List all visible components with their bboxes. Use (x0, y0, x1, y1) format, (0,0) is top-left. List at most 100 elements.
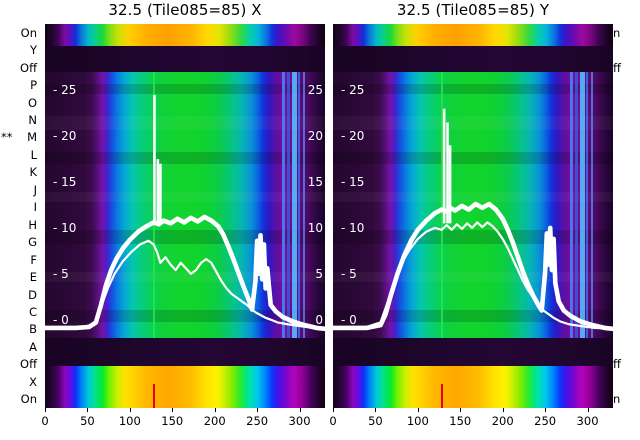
y-tick-label-right-15: 15 (307, 175, 323, 190)
category-label-x-20: X (29, 374, 37, 389)
x-tick-label-250: 250 (246, 414, 269, 428)
x-tick-label-300: 300 (288, 414, 311, 428)
x-tick-label-150: 150 (449, 414, 472, 428)
y-tick-label-left-25: - 25 (53, 83, 77, 98)
y-tick-label-right-10: 10 (307, 220, 323, 235)
data-trace-upper-envelope-thick (333, 201, 613, 332)
red-marker-tick-y (440, 384, 443, 408)
heatmap-panel-y[interactable]: - 0 - 5 - 10 - 15 - 20 - 25 (333, 24, 613, 408)
category-label-y-1: Y (29, 43, 37, 58)
x-tick-label-200: 200 (203, 414, 226, 428)
y-tick-label-left-10: - 10 (341, 220, 365, 235)
category-label-d-15: D (28, 287, 37, 302)
trace-overlay-y (333, 108, 613, 332)
colormap-strip-bottom-y (333, 366, 613, 408)
colormap-strip-dim-upper-x (45, 46, 325, 72)
x-tick-label-200: 200 (491, 414, 514, 428)
x-tick-label-100: 100 (406, 414, 429, 428)
colormap-strip-top-x (45, 24, 325, 46)
category-marker-asterisk: ** (1, 130, 13, 145)
category-label-a-18: A (29, 339, 37, 354)
y-tick-label-left-20: - 20 (53, 129, 77, 144)
category-label-on-21: On (20, 392, 37, 407)
y-tick-label-left-5: - 5 (53, 266, 69, 281)
x-tick-mark-250 (257, 408, 259, 412)
x-tick-mark-150 (460, 408, 462, 412)
band-top-x (45, 24, 325, 46)
category-label-g-12: G (28, 235, 37, 250)
colormap-strip-dim-lower-x (45, 338, 325, 366)
x-tick-mark-200 (214, 408, 216, 412)
y-tick-label-left-20: - 20 (341, 129, 365, 144)
data-trace-upper-envelope-thick (45, 214, 325, 332)
colormap-strip-top-y (333, 24, 613, 46)
category-label-k-8: K (29, 165, 37, 180)
y-tick-label-right-25: 25 (307, 83, 323, 98)
x-tick-label-50: 50 (368, 414, 383, 428)
category-label-p-3: P (30, 78, 37, 93)
category-label-b-17: B (29, 322, 37, 337)
category-label-e-14: E (29, 270, 37, 285)
y-tick-label-right-20: 20 (307, 129, 323, 144)
x-axis-right: 0 50 100 150 200 250 300 (329, 408, 613, 440)
category-label-f-13: F (30, 252, 37, 267)
band-gap-upper-y (333, 46, 613, 72)
category-label-m-6: M (27, 130, 37, 145)
category-label-c-16: C (28, 305, 37, 319)
y-tick-label-left-5: - 5 (341, 266, 357, 281)
x-tick-mark-300 (299, 408, 301, 412)
y-tick-label-right-0: 0 (315, 312, 323, 327)
x-tick-mark-300 (587, 408, 589, 412)
band-bottom-y (333, 366, 613, 408)
x-tick-mark-50 (375, 408, 377, 412)
category-label-o-4: O (27, 95, 37, 110)
x-tick-label-150: 150 (161, 414, 184, 428)
y-tick-label-right-5: 5 (315, 266, 323, 281)
category-label-n-5: N (28, 113, 37, 127)
x-tick-label-0: 0 (329, 414, 337, 428)
category-label-off-19: Off (20, 357, 37, 372)
x-tick-mark-100 (417, 408, 419, 412)
category-label-h-11: H (28, 217, 37, 232)
x-tick-label-50: 50 (80, 414, 95, 428)
y-tick-label-left-15: - 15 (341, 175, 365, 190)
y-tick-label-left-0: - 0 (341, 312, 357, 327)
y-tick-label-left-0: - 0 (53, 312, 69, 327)
x-tick-label-250: 250 (534, 414, 557, 428)
x-tick-mark-150 (172, 408, 174, 412)
x-tick-label-300: 300 (576, 414, 599, 428)
category-label-l-7: L (30, 147, 37, 162)
x-tick-mark-50 (87, 408, 89, 412)
category-label-off-2: Off (20, 60, 37, 75)
band-gap-upper-x (45, 46, 325, 72)
data-trace-lower-trace-thin (333, 221, 613, 330)
category-label-i-10: I (33, 200, 37, 215)
x-tick-mark-100 (129, 408, 131, 412)
x-tick-mark-0 (333, 408, 334, 412)
category-label-j-9: J (33, 182, 37, 197)
x-axis-left: 0 50 100 150 200 250 300 (41, 408, 325, 440)
panel-title-x: 32.5 (Tile085=85) X (108, 1, 262, 19)
colormap-strip-bottom-x (45, 366, 325, 408)
y-tick-label-left-25: - 25 (341, 83, 365, 98)
x-tick-mark-200 (502, 408, 504, 412)
trace-overlay-x (45, 94, 325, 332)
band-gap-lower-x (45, 338, 325, 366)
y-tick-label-left-10: - 10 (53, 220, 77, 235)
category-axis-left: On Y Off P O N M ** L K J I H G F E D C B A Off X On (0, 24, 40, 408)
red-marker-tick-x (152, 384, 155, 408)
band-bottom-x (45, 366, 325, 408)
band-gap-lower-y (333, 338, 613, 366)
y-tick-label-left-15: - 15 (53, 175, 77, 190)
x-tick-mark-0 (45, 408, 46, 412)
x-tick-label-100: 100 (118, 414, 141, 428)
heatmap-panel-x[interactable]: - 0 0 - 5 5 - 10 10 - 15 15 - 20 20 - 25 25 (45, 24, 325, 408)
colormap-strip-main-x (45, 72, 325, 338)
band-top-y (333, 24, 613, 46)
data-trace-lower-trace-thin (45, 239, 325, 330)
category-label-on-0: On (20, 25, 37, 40)
panel-title-y: 32.5 (Tile085=85) Y (396, 1, 550, 19)
colormap-strip-dim-upper-y (333, 46, 613, 72)
x-tick-label-0: 0 (41, 414, 49, 428)
